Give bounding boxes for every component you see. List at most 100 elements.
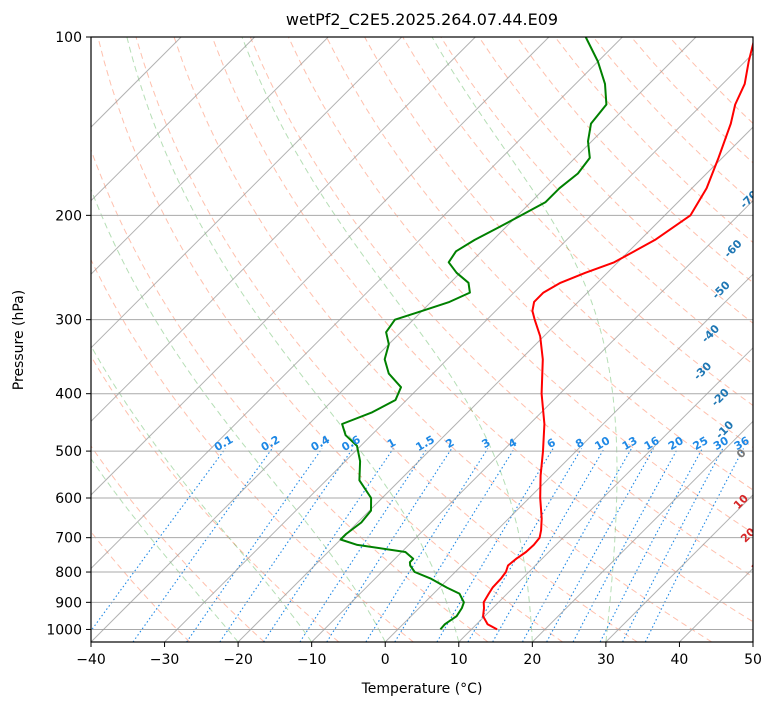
isotherm-line [91,37,476,423]
moist-adiabat-line [431,37,618,642]
mixing-ratio-line [326,448,453,642]
height-label: 20 [738,525,758,545]
inner-labels: 0.10.20.40.611.52346810131620253036-100-… [212,144,775,604]
isotherm-line [384,273,753,642]
profile-series [339,37,753,631]
isotherm-line [91,37,256,202]
y-axis-label: Pressure (hPa) [11,290,27,390]
isotherm-line [237,126,753,642]
mixing-ratio-label: 25 [691,434,711,453]
isotherm-line [91,37,403,349]
mixing-ratio-label: 1 [385,436,398,451]
x-tick-label: 40 [671,652,689,668]
height-label: 10 [731,492,751,512]
y-tick-label: 1000 [46,622,82,638]
dewpoint-profile-line [339,37,608,631]
y-axis: 100 200 300 400 500 600 700 800 900 1000 [46,30,91,638]
mixing-ratio-line [599,448,703,642]
dry-adiabat-line [669,37,753,125]
y-tick-label: 700 [55,531,82,547]
y-tick-label: 800 [55,565,82,581]
isotherm-line [91,37,550,496]
x-axis-label: Temperature (°C) [361,681,483,697]
dry-adiabat-line [326,37,753,491]
x-tick-label: −10 [297,652,327,668]
level-label: -30 [691,359,714,382]
height-label: 40 [760,584,775,604]
mixing-ratio-label: 20 [666,434,686,453]
x-tick-label: 20 [523,652,541,668]
dry-adiabats [91,37,753,642]
dry-adiabat-line [592,37,753,204]
mixing-ratio-line [132,448,273,642]
mixing-ratio-label: 4 [506,436,519,451]
dry-adiabat-line [91,355,340,642]
mixing-ratio-label: 16 [642,434,662,453]
x-tick-label: −30 [150,652,180,668]
isotherm-line [91,37,697,642]
isotherm-line [531,420,753,642]
isotherm-line [91,37,329,275]
dry-adiabat-line [211,37,753,623]
y-tick-label: 100 [55,30,82,46]
mixing-ratio-label: 10 [593,434,613,453]
mixing-ratio-line [219,448,354,642]
isotherm-line [605,494,753,642]
x-axis: −40 −30 −20 −10 0 10 20 30 40 50 [76,642,762,668]
y-tick-label: 500 [55,444,82,460]
temperature-profile-line [482,40,753,631]
x-tick-label: 10 [450,652,468,668]
isotherm-line [311,199,753,642]
mixing-ratio-lines [91,448,744,642]
dry-adiabat-line [440,37,753,365]
mixing-ratio-line [365,448,489,642]
isotherm-line [679,567,753,642]
isobar-gridlines [91,37,753,630]
y-tick-label: 400 [55,387,82,403]
mixing-ratio-line [263,448,394,642]
y-tick-label: 900 [55,595,82,611]
level-label: -60 [721,237,744,260]
dry-adiabat-line [173,37,713,642]
isotherm-line [458,347,753,642]
mixing-ratio-line [467,448,583,642]
isotherm-line [91,37,623,570]
plot-frame [90,36,754,643]
level-label: -80 [752,144,775,167]
mixing-ratio-line [186,448,323,642]
dry-adiabat-line [478,37,753,324]
mixing-ratio-label: 3 [479,436,492,451]
isotherm-line [164,52,753,642]
height-label: 30 [749,554,769,574]
y-tick-label: 600 [55,491,82,507]
mixing-ratio-line [394,448,515,642]
dry-adiabat-line [516,37,753,284]
x-tick-label: −20 [223,652,253,668]
moist-adiabats [91,37,618,642]
mixing-ratio-line [644,448,744,642]
dry-adiabat-line [91,445,265,642]
plot-area: 0.10.20.40.611.52346810131620253036-100-… [91,37,775,642]
dry-adiabat-line [97,37,563,642]
mixing-ratio-line [572,448,679,642]
moist-adiabat-line [91,188,386,642]
mixing-ratio-line [436,448,554,642]
mixing-ratio-line [622,448,724,642]
dry-adiabat-line [249,37,753,578]
moist-adiabat-line [241,37,533,642]
mixing-ratio-label: 6 [545,436,558,451]
dry-adiabat-line [554,37,753,244]
mixing-ratio-line [299,448,428,642]
y-tick-label: 200 [55,208,82,224]
dry-adiabat-line [91,258,414,642]
dry-adiabat-line [287,37,753,534]
x-tick-label: 50 [744,652,762,668]
moist-adiabat-line [126,37,460,642]
chart-title: wetPf2_C2E5.2025.264.07.44.E09 [286,10,558,30]
y-tick-label: 300 [55,313,82,329]
x-tick-label: −40 [76,652,106,668]
x-tick-label: 30 [597,652,615,668]
mixing-ratio-line [492,448,605,642]
dry-adiabat-line [135,37,638,642]
